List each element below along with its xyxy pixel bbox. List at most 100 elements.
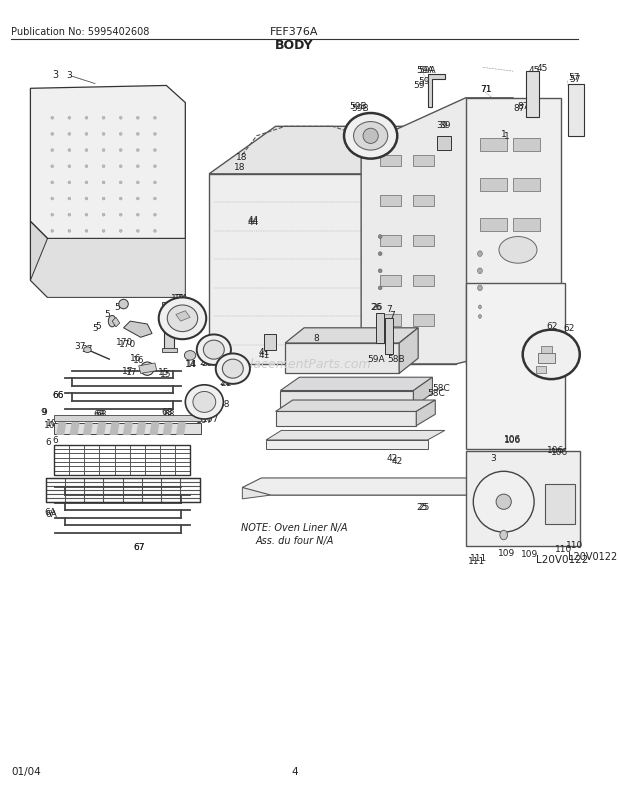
Text: 106: 106: [551, 448, 569, 456]
Polygon shape: [30, 222, 48, 298]
Bar: [526, 72, 539, 118]
Polygon shape: [266, 440, 428, 450]
Text: 58: 58: [213, 398, 224, 407]
Bar: [466, 284, 565, 450]
Bar: [414, 315, 435, 326]
Bar: [380, 156, 401, 167]
Bar: [385, 319, 392, 355]
Text: 67: 67: [133, 542, 144, 551]
Bar: [480, 178, 507, 192]
Ellipse shape: [344, 114, 397, 160]
Text: 26: 26: [371, 303, 382, 312]
Bar: [414, 196, 435, 207]
Ellipse shape: [136, 165, 140, 168]
Text: 68: 68: [95, 409, 107, 419]
Bar: [376, 314, 384, 343]
Polygon shape: [177, 423, 185, 435]
Ellipse shape: [68, 117, 71, 120]
Polygon shape: [285, 343, 399, 374]
Bar: [480, 139, 507, 152]
Polygon shape: [242, 478, 480, 496]
Text: 25: 25: [416, 502, 428, 512]
Ellipse shape: [102, 133, 105, 136]
Text: 58C: 58C: [428, 388, 445, 398]
Polygon shape: [110, 423, 119, 435]
Ellipse shape: [154, 133, 156, 136]
Ellipse shape: [85, 182, 88, 184]
Text: 14: 14: [186, 360, 198, 369]
Ellipse shape: [85, 165, 88, 168]
Text: 12: 12: [171, 294, 182, 302]
Text: 170: 170: [116, 337, 133, 346]
Ellipse shape: [85, 117, 88, 120]
Ellipse shape: [473, 472, 534, 533]
Bar: [380, 275, 401, 286]
Text: 16: 16: [133, 355, 144, 364]
Text: 9: 9: [42, 407, 48, 416]
Ellipse shape: [119, 165, 122, 168]
Text: 88: 88: [355, 140, 367, 148]
Text: 9: 9: [41, 407, 46, 416]
Ellipse shape: [85, 133, 88, 136]
Bar: [264, 335, 276, 350]
Text: NOTE: Oven Liner N/A: NOTE: Oven Liner N/A: [241, 523, 348, 533]
Ellipse shape: [154, 182, 156, 184]
Ellipse shape: [479, 315, 481, 319]
Text: 59A: 59A: [418, 66, 436, 75]
Ellipse shape: [136, 182, 140, 184]
Ellipse shape: [119, 133, 122, 136]
Text: L20V0122: L20V0122: [536, 554, 588, 564]
Bar: [162, 348, 177, 352]
Ellipse shape: [51, 117, 54, 120]
Text: 68: 68: [162, 407, 173, 416]
Text: 3: 3: [66, 71, 73, 80]
Text: Ass. du four N/A: Ass. du four N/A: [255, 535, 334, 545]
Text: 44: 44: [247, 216, 259, 225]
Ellipse shape: [85, 198, 88, 200]
Text: 41: 41: [259, 350, 270, 359]
Polygon shape: [57, 423, 66, 435]
Bar: [569, 84, 583, 136]
Ellipse shape: [119, 300, 128, 310]
Bar: [54, 423, 202, 435]
Ellipse shape: [477, 269, 482, 274]
Ellipse shape: [184, 351, 196, 361]
Ellipse shape: [119, 214, 122, 217]
Ellipse shape: [154, 117, 156, 120]
Ellipse shape: [119, 117, 122, 120]
Text: L20V0122: L20V0122: [569, 551, 618, 561]
Ellipse shape: [378, 253, 382, 257]
Text: 45: 45: [528, 66, 540, 75]
Bar: [513, 178, 540, 192]
Text: 16: 16: [130, 354, 142, 363]
Ellipse shape: [119, 230, 122, 233]
Text: 5: 5: [95, 322, 101, 331]
Text: 59A: 59A: [416, 66, 434, 75]
Text: 39: 39: [439, 121, 451, 130]
Text: 63: 63: [565, 341, 577, 350]
Ellipse shape: [499, 237, 537, 264]
Polygon shape: [30, 87, 185, 239]
Text: 15: 15: [160, 370, 171, 379]
Text: 57: 57: [569, 75, 581, 84]
Text: 44: 44: [247, 217, 259, 227]
Ellipse shape: [102, 214, 105, 217]
Text: 10: 10: [46, 419, 57, 427]
Text: 88: 88: [359, 142, 371, 151]
Text: 68: 68: [164, 409, 175, 419]
Ellipse shape: [68, 165, 71, 168]
Polygon shape: [361, 99, 513, 364]
Ellipse shape: [102, 182, 105, 184]
Text: 3: 3: [490, 453, 496, 462]
Text: eReplacementParts.com: eReplacementParts.com: [218, 358, 371, 371]
Polygon shape: [280, 391, 414, 407]
Bar: [380, 315, 401, 326]
Text: 21: 21: [219, 377, 231, 386]
Text: 170: 170: [119, 339, 136, 348]
Text: 6A: 6A: [45, 507, 56, 516]
Ellipse shape: [154, 214, 156, 217]
Polygon shape: [266, 431, 445, 440]
Ellipse shape: [154, 230, 156, 233]
Text: 68: 68: [93, 409, 105, 419]
Bar: [380, 196, 401, 207]
